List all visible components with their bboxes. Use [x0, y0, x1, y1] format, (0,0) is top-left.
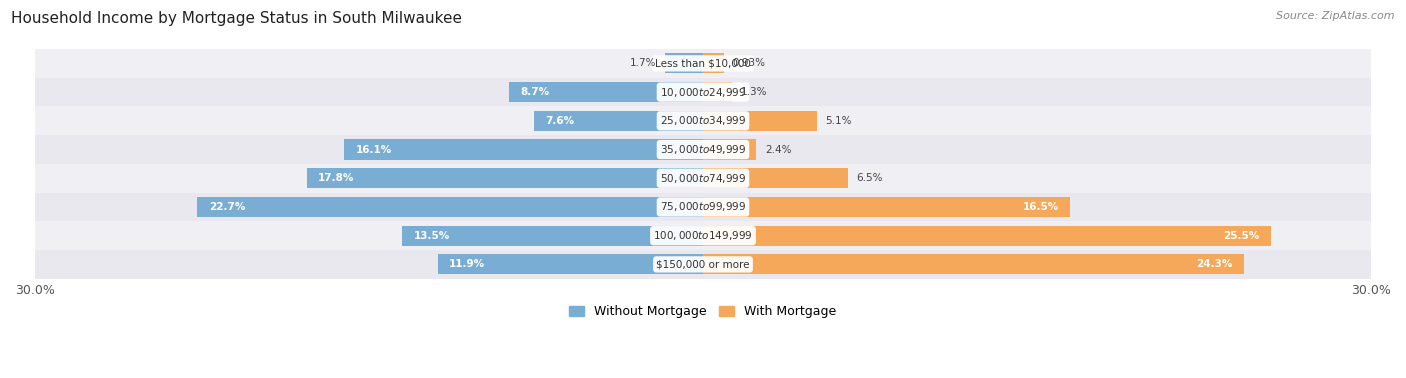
Bar: [35, 164, 1371, 193]
Bar: [344, 139, 703, 160]
Text: 16.5%: 16.5%: [1024, 202, 1059, 212]
Text: $150,000 or more: $150,000 or more: [657, 259, 749, 270]
Text: 7.6%: 7.6%: [546, 116, 574, 126]
Bar: [307, 168, 703, 188]
Bar: [665, 53, 703, 73]
Bar: [402, 226, 703, 246]
Text: 16.1%: 16.1%: [356, 144, 392, 155]
Text: Source: ZipAtlas.com: Source: ZipAtlas.com: [1277, 11, 1395, 21]
Text: 24.3%: 24.3%: [1197, 259, 1233, 270]
Bar: [703, 168, 848, 188]
Bar: [509, 82, 703, 102]
Text: $35,000 to $49,999: $35,000 to $49,999: [659, 143, 747, 156]
Bar: [35, 49, 1371, 78]
Text: 1.7%: 1.7%: [630, 58, 657, 68]
Text: 22.7%: 22.7%: [208, 202, 245, 212]
Bar: [35, 135, 1371, 164]
Text: $25,000 to $34,999: $25,000 to $34,999: [659, 114, 747, 127]
Text: $100,000 to $149,999: $100,000 to $149,999: [654, 229, 752, 242]
Text: 1.3%: 1.3%: [741, 87, 768, 97]
Text: 0.93%: 0.93%: [733, 58, 766, 68]
Text: 8.7%: 8.7%: [520, 87, 550, 97]
Bar: [35, 250, 1371, 279]
Text: 11.9%: 11.9%: [449, 259, 485, 270]
Text: $50,000 to $74,999: $50,000 to $74,999: [659, 172, 747, 185]
Text: 6.5%: 6.5%: [856, 173, 883, 183]
Bar: [703, 226, 1271, 246]
Text: Household Income by Mortgage Status in South Milwaukee: Household Income by Mortgage Status in S…: [11, 11, 463, 26]
Bar: [703, 82, 733, 102]
Legend: Without Mortgage, With Mortgage: Without Mortgage, With Mortgage: [564, 300, 842, 323]
Bar: [703, 53, 724, 73]
Text: 13.5%: 13.5%: [413, 231, 450, 241]
Text: $75,000 to $99,999: $75,000 to $99,999: [659, 200, 747, 214]
Bar: [197, 197, 703, 217]
Bar: [35, 107, 1371, 135]
Text: Less than $10,000: Less than $10,000: [655, 58, 751, 68]
Bar: [35, 222, 1371, 250]
Text: 5.1%: 5.1%: [825, 116, 852, 126]
Bar: [703, 197, 1070, 217]
Text: 17.8%: 17.8%: [318, 173, 354, 183]
Bar: [703, 139, 756, 160]
Bar: [703, 111, 817, 131]
Text: $10,000 to $24,999: $10,000 to $24,999: [659, 85, 747, 99]
Text: 25.5%: 25.5%: [1223, 231, 1260, 241]
Bar: [35, 193, 1371, 222]
Bar: [439, 254, 703, 274]
Bar: [703, 254, 1244, 274]
Text: 2.4%: 2.4%: [765, 144, 792, 155]
Bar: [534, 111, 703, 131]
Bar: [35, 78, 1371, 107]
